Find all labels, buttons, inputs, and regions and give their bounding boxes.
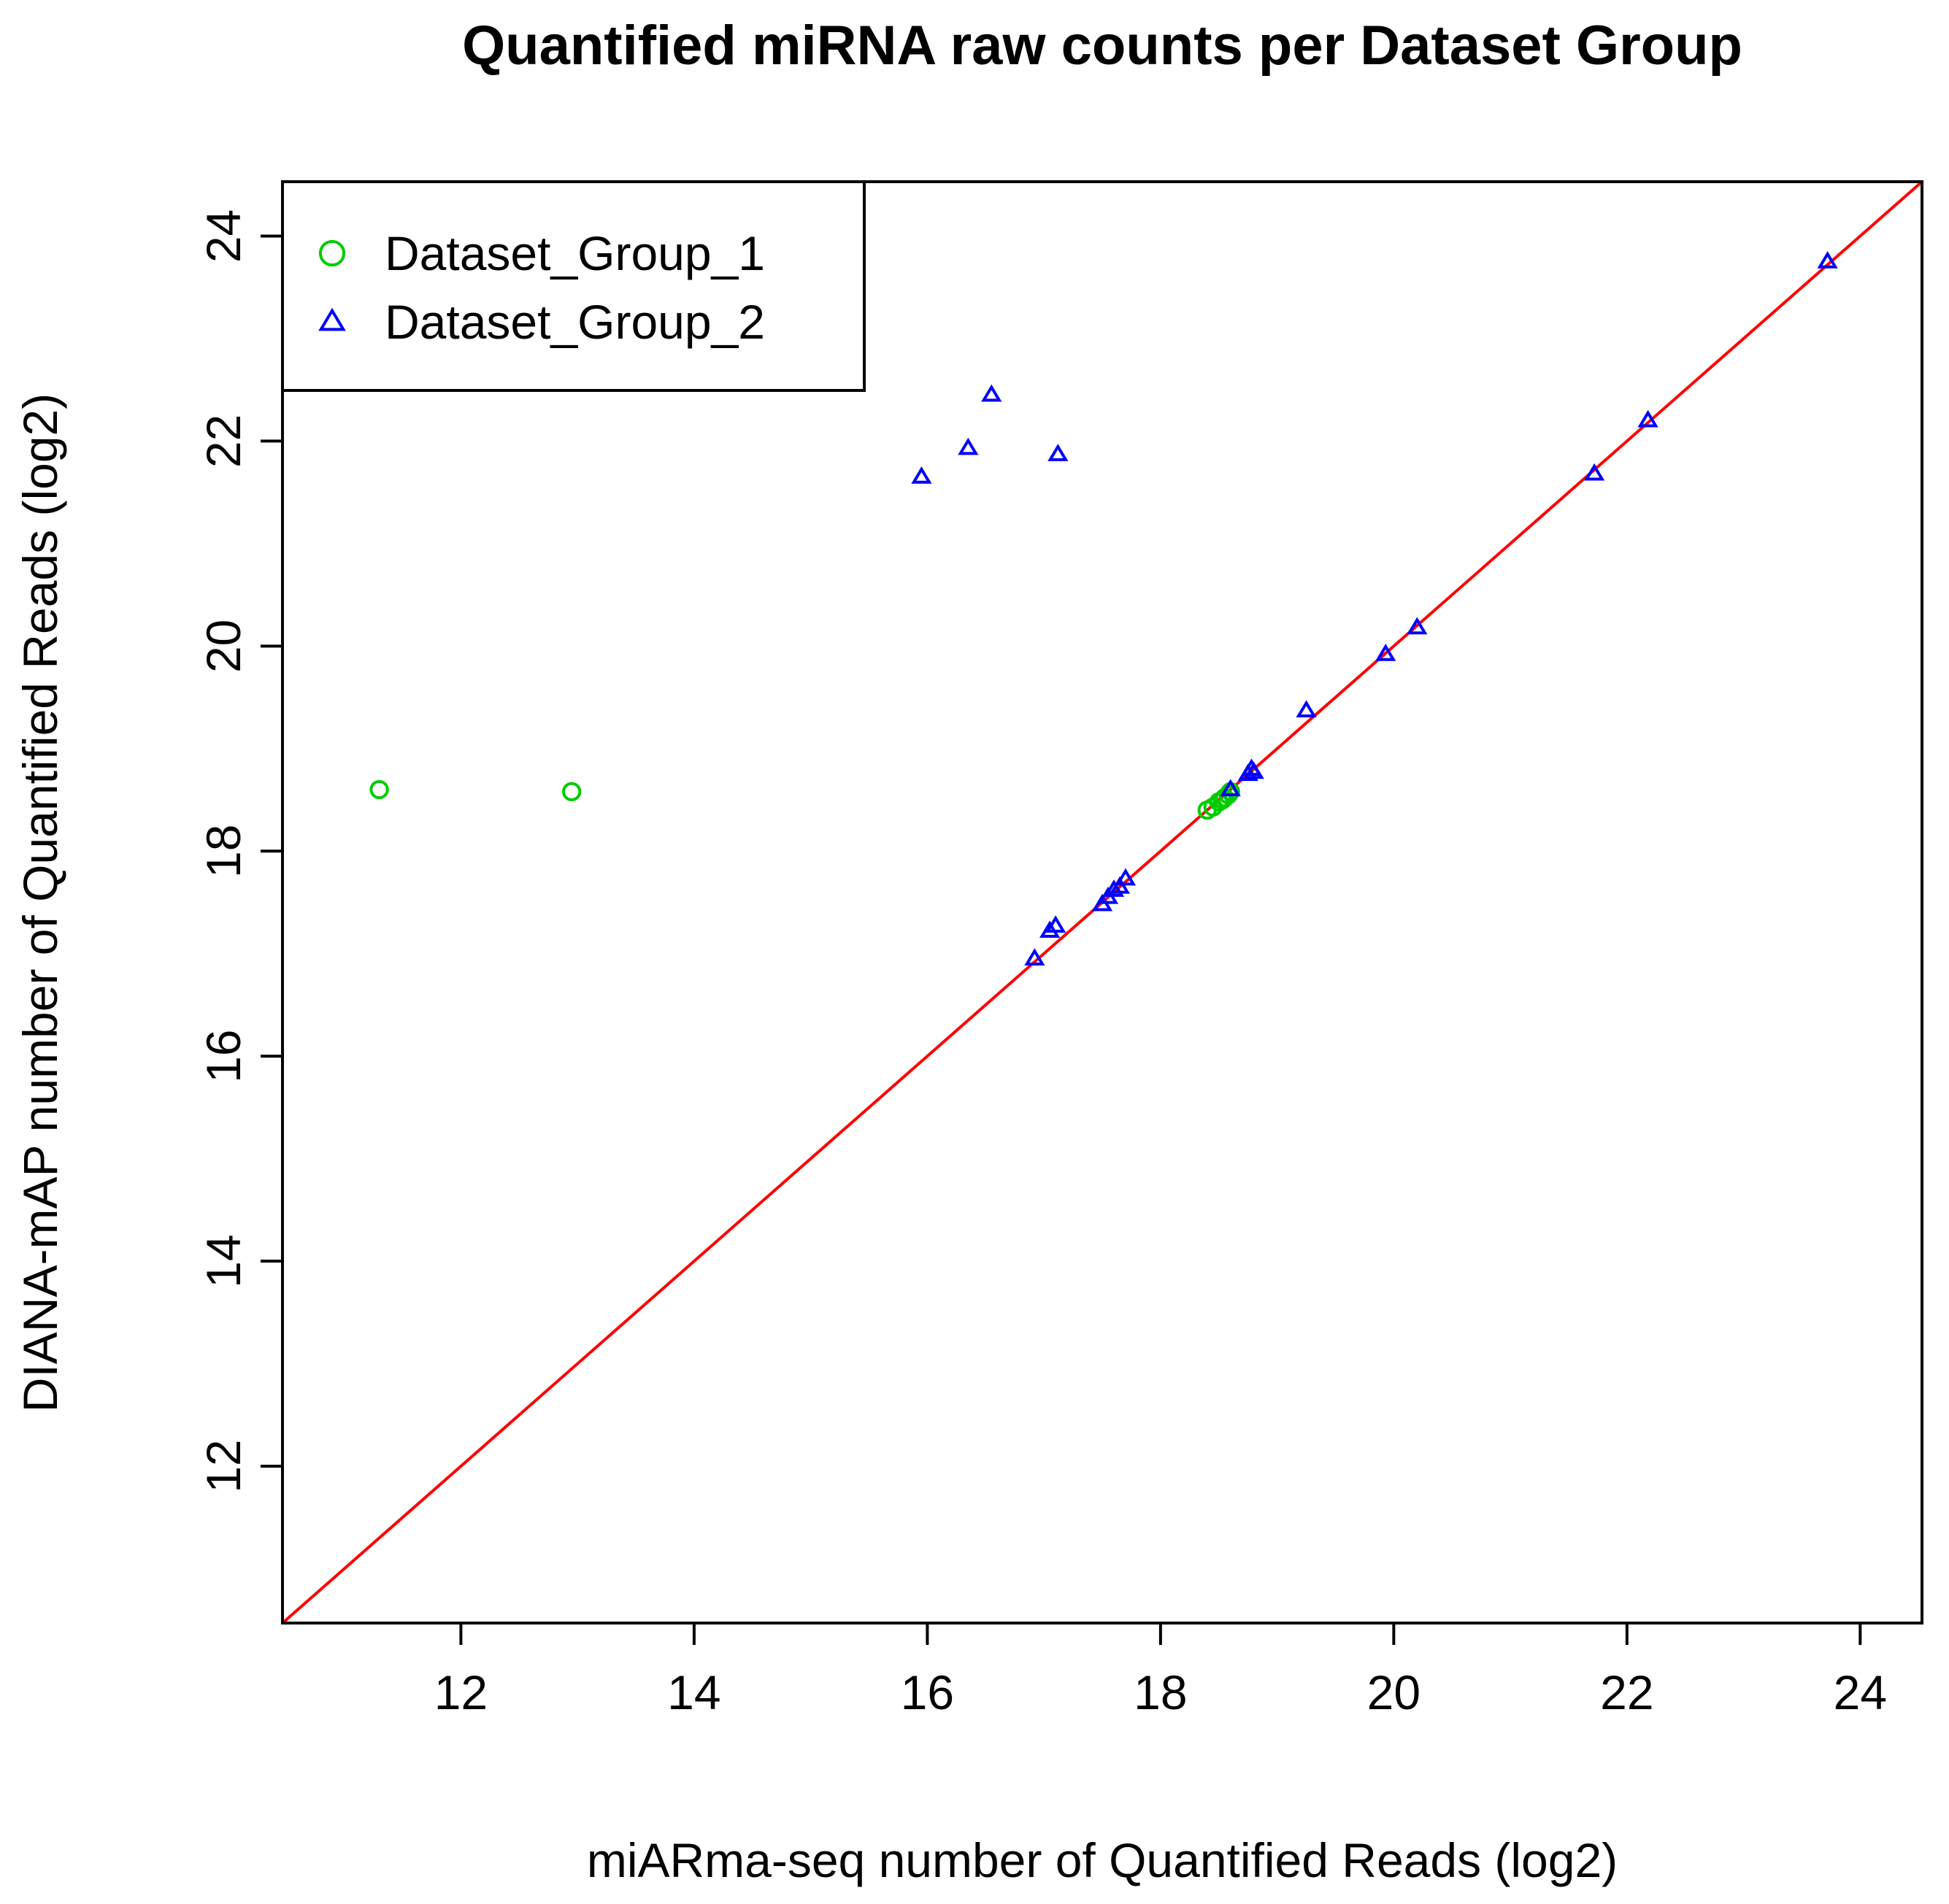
y-tick-label-14: 14 — [196, 1234, 250, 1287]
legend: Dataset_Group_1 Dataset_Group_2 — [281, 180, 866, 392]
x-tick-label-14: 14 — [667, 1665, 720, 1719]
data-point-dataset-group-2-21 — [1817, 251, 1838, 269]
data-point-dataset-group-1-0 — [369, 779, 389, 800]
x-axis-label: miARma-seq number of Quantified Reads (l… — [587, 1833, 1618, 1887]
y-axis-label: DIANA-mAP number of Quantified Reads (lo… — [13, 393, 67, 1412]
data-point-dataset-group-2-6 — [1045, 915, 1066, 933]
x-tick-label-20: 20 — [1367, 1665, 1421, 1719]
data-point-dataset-group-2-11 — [1115, 868, 1137, 886]
x-tick-label-24: 24 — [1834, 1665, 1887, 1719]
legend-box — [281, 180, 866, 392]
legend-marker-dataset-group-1 — [318, 239, 346, 267]
data-point-dataset-group-2-17 — [1375, 644, 1396, 661]
y-tick-label-24: 24 — [196, 209, 250, 263]
y-tick-label-22: 22 — [196, 415, 250, 468]
data-point-dataset-group-2-19 — [1583, 463, 1605, 481]
data-point-dataset-group-2-9 — [1103, 879, 1125, 897]
data-point-dataset-group-2-1 — [958, 437, 979, 455]
data-points-layer — [369, 251, 1838, 966]
y-tick-label-20: 20 — [196, 620, 250, 673]
data-point-dataset-group-2-2 — [981, 384, 1002, 402]
x-tick-label-12: 12 — [434, 1665, 488, 1719]
y-tick-label-12: 12 — [196, 1439, 250, 1492]
data-point-dataset-group-1-1 — [562, 782, 582, 801]
x-axis: 12 14 16 18 20 22 24 — [434, 1622, 1887, 1719]
data-point-dataset-group-2-4 — [1024, 948, 1045, 966]
data-point-dataset-group-2-10 — [1109, 876, 1131, 894]
x-tick-label-18: 18 — [1134, 1665, 1187, 1719]
legend-label-dataset-group-1: Dataset_Group_1 — [385, 226, 765, 280]
y-tick-label-18: 18 — [196, 825, 250, 878]
data-point-dataset-group-2-16 — [1296, 700, 1317, 718]
data-point-dataset-group-2-3 — [1047, 444, 1069, 461]
data-point-dataset-group-2-0 — [911, 466, 932, 484]
y-axis: 12 14 16 18 20 22 24 — [196, 209, 282, 1493]
data-point-dataset-group-2-18 — [1407, 617, 1428, 635]
x-tick-label-16: 16 — [901, 1665, 954, 1719]
data-point-dataset-group-2-20 — [1637, 409, 1658, 428]
legend-marker-dataset-group-2 — [318, 307, 346, 331]
legend-label-dataset-group-2: Dataset_Group_2 — [385, 295, 765, 349]
chart-title: Quantified miRNA raw counts per Dataset … — [462, 15, 1742, 77]
data-point-dataset-group-2-15 — [1243, 761, 1264, 779]
y-tick-label-16: 16 — [196, 1029, 250, 1082]
data-point-dataset-group-2-12 — [1220, 779, 1241, 797]
x-tick-label-22: 22 — [1600, 1665, 1653, 1719]
